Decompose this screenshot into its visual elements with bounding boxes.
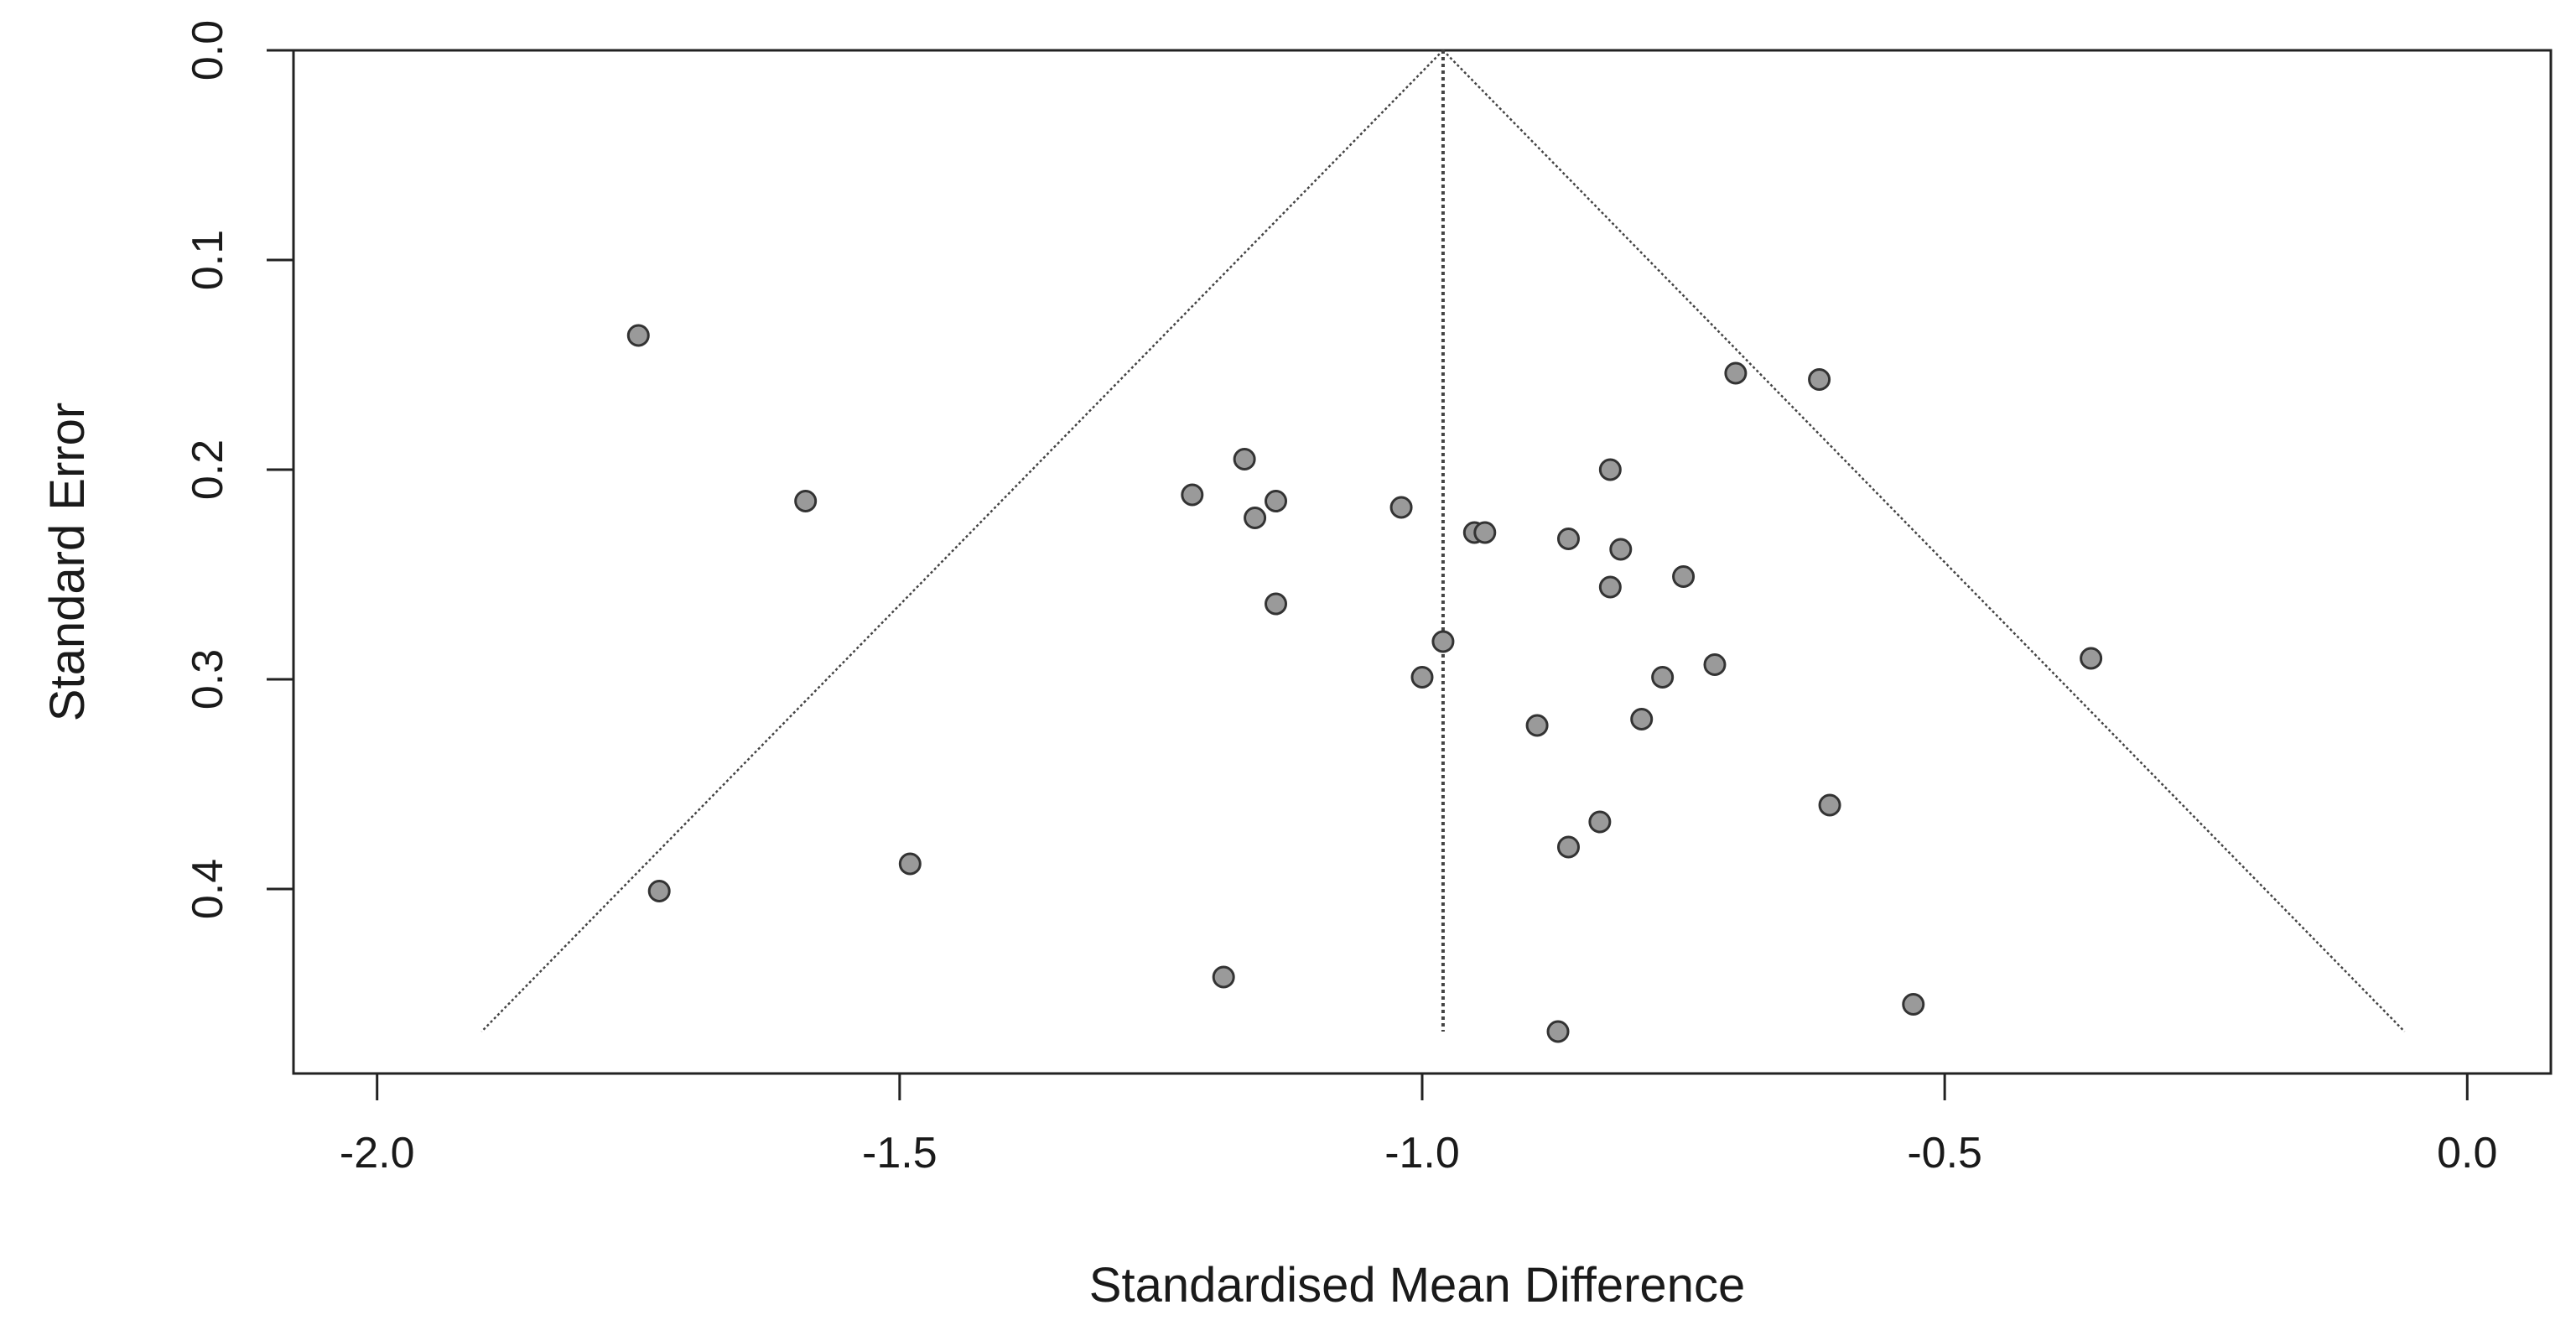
data-point	[1265, 592, 1288, 616]
data-point	[1233, 448, 1256, 470]
funnel-right-boundary	[1442, 49, 2406, 1032]
data-points	[626, 324, 2103, 1043]
data-point	[1410, 666, 1434, 689]
data-point	[1431, 630, 1455, 653]
data-point	[1808, 368, 1831, 391]
data-point	[1473, 521, 1497, 544]
data-point	[1265, 490, 1288, 512]
data-point	[1630, 708, 1654, 730]
data-point	[1818, 793, 1841, 817]
data-point	[626, 324, 650, 347]
data-point	[1672, 565, 1696, 588]
data-point	[794, 490, 818, 512]
data-point	[1609, 538, 1633, 561]
data-point	[1724, 361, 1748, 385]
data-point	[898, 852, 922, 876]
data-point	[2080, 647, 2103, 670]
x-tick-label: -1.0	[1384, 1129, 1460, 1177]
data-point	[1556, 528, 1580, 550]
y-axis-label: Standard Error	[40, 403, 95, 721]
x-tick-label: -1.5	[862, 1129, 937, 1177]
x-axis-label: Standardised Mean Difference	[1089, 1258, 1745, 1313]
x-tick-label: -0.5	[1907, 1129, 1982, 1177]
y-tick-label: 0.4	[184, 859, 232, 919]
data-point	[647, 880, 671, 902]
data-point	[1588, 810, 1612, 834]
data-point	[1556, 835, 1580, 859]
x-tick-label: -2.0	[340, 1129, 415, 1177]
x-tick-label: 0.0	[2437, 1129, 2497, 1177]
y-tick-label: 0.1	[184, 230, 232, 290]
data-point	[1546, 1020, 1570, 1043]
x-axis: -2.0 -1.5 -1.0 -0.5 0.0	[340, 1072, 2497, 1177]
data-point	[1212, 965, 1235, 989]
data-point	[1598, 458, 1622, 481]
plot-frame	[292, 49, 2553, 1075]
y-tick-label: 0.2	[184, 439, 232, 500]
data-point	[1651, 666, 1675, 689]
data-point	[1389, 496, 1413, 519]
y-tick-label: 0.0	[184, 20, 232, 81]
y-tick-label: 0.3	[184, 649, 232, 710]
data-point	[1902, 993, 1925, 1016]
data-point	[1244, 507, 1267, 529]
data-point	[1181, 483, 1204, 507]
data-point	[1598, 575, 1622, 599]
data-point	[1525, 714, 1549, 737]
funnel-left-boundary	[480, 49, 1444, 1032]
y-axis: 0.0 0.1 0.2 0.3 0.4	[184, 20, 295, 919]
funnel-guides	[480, 49, 2406, 1032]
data-point	[1703, 653, 1727, 676]
